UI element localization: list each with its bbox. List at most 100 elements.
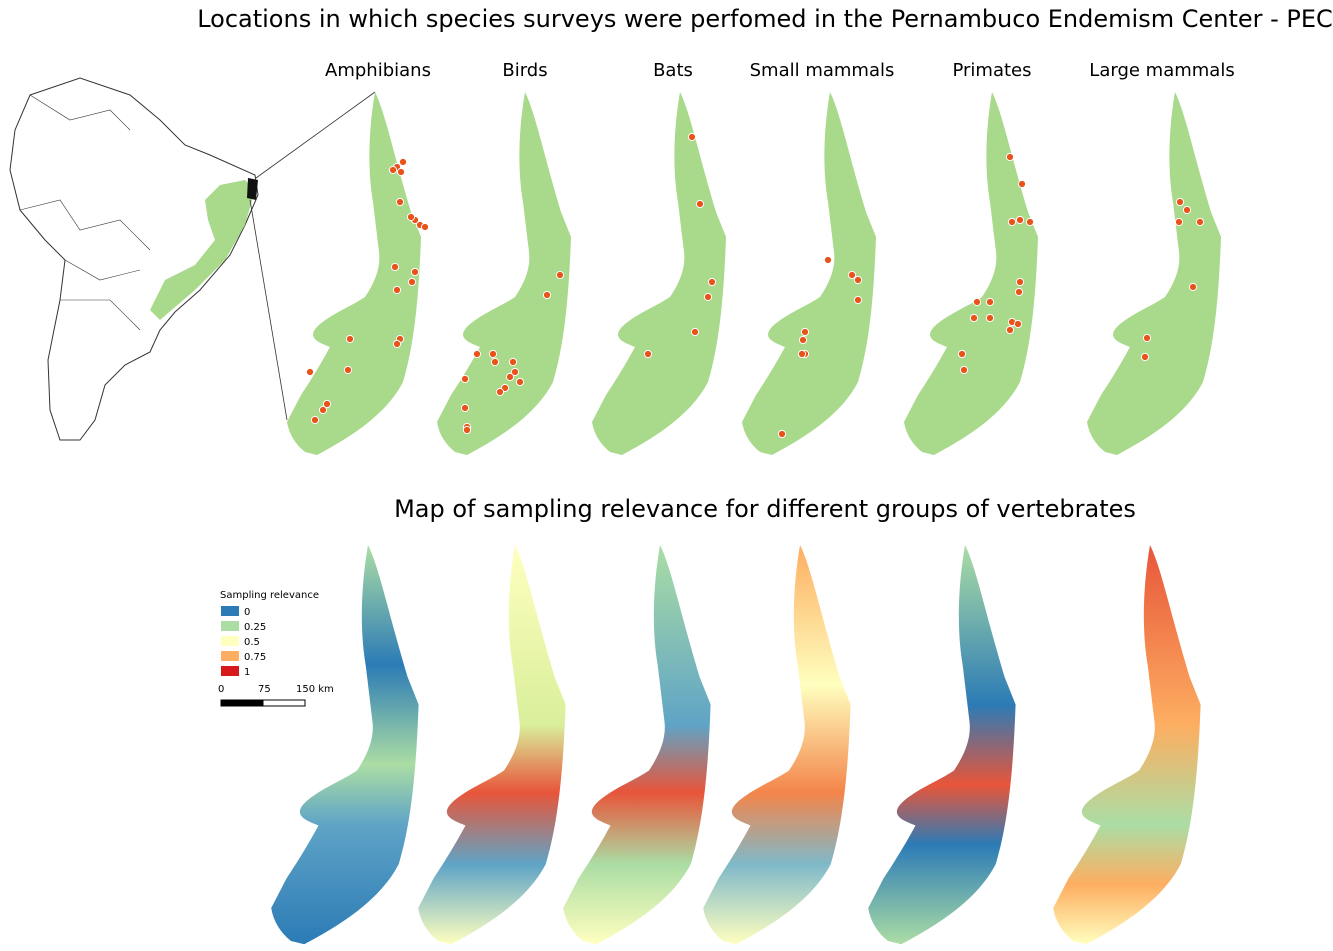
relevance-shape	[868, 545, 1016, 945]
survey-point	[407, 277, 417, 287]
group-label: Amphibians	[325, 60, 431, 81]
survey-point	[495, 387, 505, 397]
survey-point	[1015, 215, 1025, 225]
survey-point	[396, 167, 406, 177]
survey-point	[398, 157, 408, 167]
group-label: Birds	[502, 60, 547, 81]
survey-point	[1025, 217, 1035, 227]
survey-point	[472, 349, 482, 359]
legend-label: 0	[244, 607, 250, 618]
legend-swatch	[221, 651, 239, 661]
survey-point	[1175, 197, 1185, 207]
survey-point	[972, 297, 982, 307]
survey-point	[695, 199, 705, 209]
survey-point	[410, 267, 420, 277]
survey-point	[643, 349, 653, 359]
survey-point	[505, 372, 515, 382]
legend-swatch	[221, 666, 239, 676]
relevance-map	[868, 545, 1016, 945]
title: Locations in which species surveys were …	[197, 5, 1333, 33]
survey-point	[690, 327, 700, 337]
survey-point	[985, 297, 995, 307]
survey-map	[904, 92, 1038, 455]
group-label: Large mammals	[1089, 60, 1234, 81]
survey-point	[392, 339, 402, 349]
legend-swatch	[221, 606, 239, 616]
relevance-shape	[703, 545, 851, 945]
relevance-shape	[1053, 545, 1201, 945]
survey-point	[462, 425, 472, 435]
survey-point	[1013, 319, 1023, 329]
survey-point	[395, 197, 405, 207]
survey-map	[742, 92, 876, 455]
survey-point	[555, 270, 565, 280]
legend-swatch	[221, 621, 239, 631]
relevance-shape	[563, 545, 711, 945]
survey-maps: Amphibians Birds Bats Small mammals Primates…	[287, 60, 1235, 455]
pec-shape	[287, 92, 421, 455]
survey-point	[390, 262, 400, 272]
survey-point	[1182, 205, 1192, 215]
survey-point	[392, 285, 402, 295]
pec-shape	[592, 92, 726, 455]
survey-point	[318, 405, 328, 415]
survey-point	[542, 290, 552, 300]
survey-point	[420, 222, 430, 232]
scale-label: 75	[258, 684, 271, 695]
relevance-maps	[271, 545, 1201, 945]
survey-point	[687, 132, 697, 142]
survey-point	[1195, 217, 1205, 227]
survey-point	[343, 365, 353, 375]
survey-point	[508, 357, 518, 367]
legend-title: Sampling relevance	[220, 590, 319, 601]
survey-map	[287, 92, 430, 455]
survey-point	[797, 349, 807, 359]
pec-shape	[742, 92, 876, 455]
south-america	[9, 77, 376, 441]
survey-point	[985, 313, 995, 323]
survey-point	[1005, 325, 1015, 335]
survey-point	[490, 357, 500, 367]
survey-point	[488, 349, 498, 359]
scale-label: 0	[218, 684, 224, 695]
survey-point	[406, 212, 416, 222]
pec-shape	[904, 92, 1038, 455]
survey-point	[1140, 352, 1150, 362]
scale-bar: 0 75 150 km	[218, 684, 334, 707]
survey-point	[707, 277, 717, 287]
survey-point	[310, 415, 320, 425]
survey-point	[460, 403, 470, 413]
survey-point	[957, 349, 967, 359]
relevance-map	[271, 545, 419, 945]
survey-point	[1015, 277, 1025, 287]
legend-label: 0.25	[244, 622, 266, 633]
survey-point	[388, 165, 398, 175]
relevance-map	[703, 545, 851, 945]
survey-map	[437, 92, 571, 455]
relevance-shape	[271, 545, 419, 945]
survey-point	[510, 367, 520, 377]
pec-shape	[1087, 92, 1221, 455]
survey-point	[853, 295, 863, 305]
survey-point	[515, 377, 525, 387]
legend-label: 0.5	[244, 637, 260, 648]
survey-point	[1017, 179, 1027, 189]
survey-point	[1142, 333, 1152, 343]
relevance-map	[563, 545, 711, 945]
survey-point	[823, 255, 833, 265]
legend-label: 1	[244, 667, 250, 678]
survey-map	[1087, 92, 1221, 455]
survey-point	[460, 374, 470, 384]
survey-point	[777, 429, 787, 439]
group-label: Primates	[952, 60, 1031, 81]
group-label: Bats	[653, 60, 693, 81]
survey-map	[592, 92, 726, 455]
survey-point	[847, 270, 857, 280]
survey-point	[798, 335, 808, 345]
survey-point	[959, 365, 969, 375]
survey-point	[1005, 152, 1015, 162]
survey-point	[703, 292, 713, 302]
relevance-shape	[418, 545, 566, 945]
survey-point	[853, 275, 863, 285]
